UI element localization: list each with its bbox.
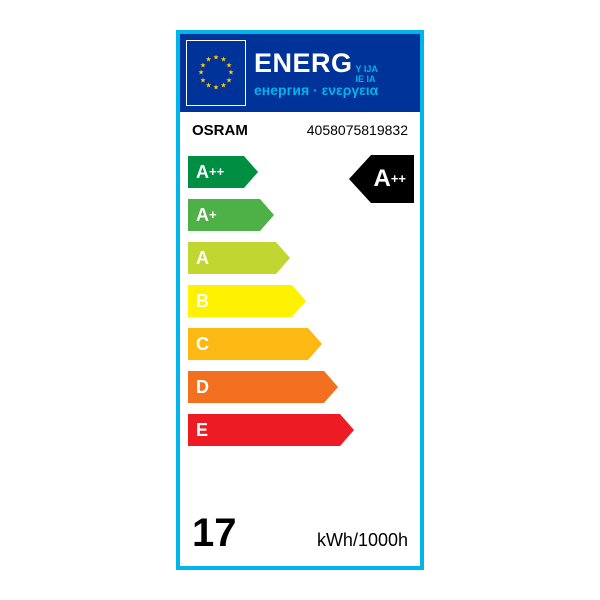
efficiency-bar: B (188, 285, 306, 317)
bar-row: A+ (188, 196, 420, 234)
footer: 17 kWh/1000h (180, 505, 420, 566)
bar-label: B (188, 285, 292, 317)
bar-label: A+ (188, 199, 260, 231)
efficiency-bar: C (188, 328, 322, 360)
bar-label: E (188, 414, 340, 446)
eu-star-icon: ★ (226, 77, 232, 84)
efficiency-bar: A (188, 242, 290, 274)
bar-arrow-icon (244, 156, 258, 188)
bar-arrow-icon (324, 371, 338, 403)
suffix-top: Y IJA (356, 64, 378, 74)
bar-row: B (188, 282, 420, 320)
bar-arrow-icon (276, 242, 290, 274)
eu-star-icon: ★ (228, 70, 234, 77)
eu-star-icon: ★ (205, 57, 211, 64)
header: ★★★★★★★★★★★★ ENERG Y IJA IE IA енергия ·… (180, 34, 420, 112)
efficiency-bar: E (188, 414, 354, 446)
eu-star-icon: ★ (205, 82, 211, 89)
eu-flag-icon: ★★★★★★★★★★★★ (186, 40, 246, 106)
eu-star-icon: ★ (220, 82, 226, 89)
energy-suffix: Y IJA IE IA (356, 64, 378, 84)
header-text: ENERG Y IJA IE IA енергия · ενεργεια (252, 34, 420, 112)
energy-subtitle: енергия · ενεργεια (254, 82, 416, 98)
brand-name: OSRAM (192, 122, 248, 139)
product-code: 4058075819832 (307, 122, 408, 139)
bar-label: A++ (188, 156, 244, 188)
bar-label: C (188, 328, 308, 360)
eu-star-icon: ★ (213, 55, 219, 62)
energy-word: ENERG (254, 48, 353, 79)
bar-label: D (188, 371, 324, 403)
bar-row: E (188, 411, 420, 449)
efficiency-bar: A++ (188, 156, 258, 188)
eu-star-icon: ★ (198, 70, 204, 77)
efficiency-chart: A++ A++A+ABCDE (180, 145, 420, 505)
bar-row: A (188, 239, 420, 277)
efficiency-bar: A+ (188, 199, 274, 231)
energy-value: 17 (192, 511, 237, 556)
bar-arrow-icon (308, 328, 322, 360)
bar-row: D (188, 368, 420, 406)
bar-row: A++ (188, 153, 420, 191)
efficiency-bar: D (188, 371, 338, 403)
bar-arrow-icon (292, 285, 306, 317)
bar-label: A (188, 242, 276, 274)
eu-star-icon: ★ (226, 62, 232, 69)
brand-row: OSRAM 4058075819832 (180, 112, 420, 145)
eu-star-icon: ★ (213, 85, 219, 92)
bar-arrow-icon (340, 414, 354, 446)
bar-row: C (188, 325, 420, 363)
energy-label: ★★★★★★★★★★★★ ENERG Y IJA IE IA енергия ·… (176, 30, 424, 570)
eu-star-icon: ★ (200, 77, 206, 84)
bar-arrow-icon (260, 199, 274, 231)
energy-unit: kWh/1000h (317, 530, 408, 551)
